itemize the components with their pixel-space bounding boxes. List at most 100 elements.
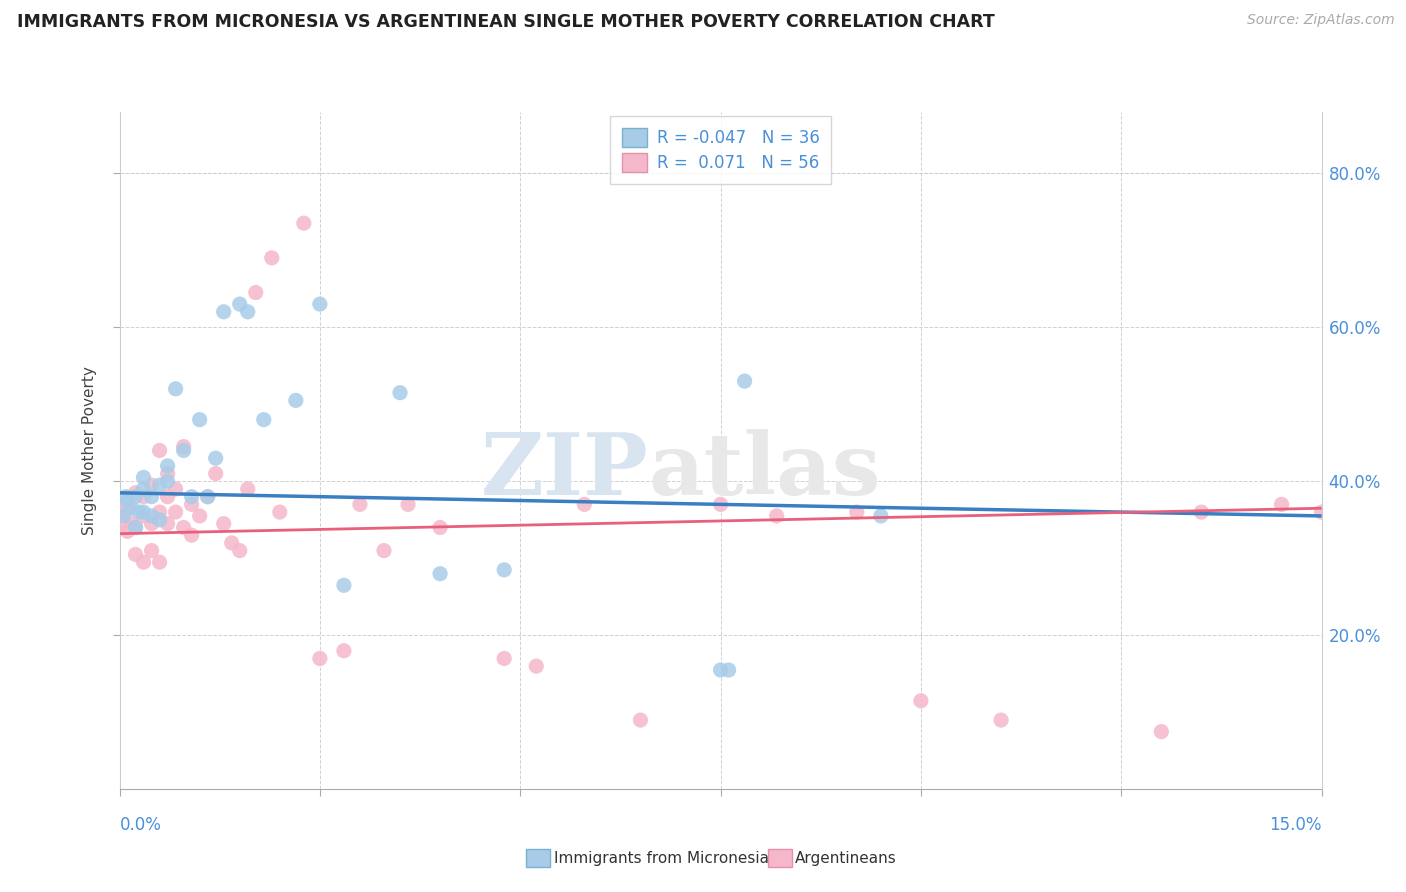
Point bbox=[112, 516, 135, 531]
Point bbox=[141, 490, 163, 504]
Point bbox=[156, 458, 179, 473]
Point bbox=[734, 374, 756, 388]
Point bbox=[173, 520, 195, 534]
Bar bbox=[768, 849, 792, 867]
Point bbox=[212, 516, 235, 531]
Point bbox=[524, 659, 547, 673]
Point bbox=[165, 382, 187, 396]
Point bbox=[429, 520, 451, 534]
Text: Source: ZipAtlas.com: Source: ZipAtlas.com bbox=[1247, 13, 1395, 28]
Point bbox=[180, 497, 202, 511]
Point bbox=[188, 412, 211, 426]
Text: 15.0%: 15.0% bbox=[1270, 816, 1322, 834]
Point bbox=[204, 467, 226, 481]
Point bbox=[269, 505, 291, 519]
Point bbox=[156, 467, 179, 481]
Point bbox=[197, 490, 219, 504]
Point bbox=[149, 555, 172, 569]
Point bbox=[156, 516, 179, 531]
Point bbox=[132, 508, 155, 523]
Point bbox=[124, 548, 146, 562]
Point bbox=[292, 216, 315, 230]
Point bbox=[165, 505, 187, 519]
Point bbox=[141, 478, 163, 492]
Point bbox=[149, 513, 172, 527]
Point bbox=[910, 694, 932, 708]
Point bbox=[149, 478, 172, 492]
Point bbox=[373, 543, 395, 558]
Point bbox=[132, 505, 155, 519]
Text: atlas: atlas bbox=[648, 429, 882, 513]
Point bbox=[188, 508, 211, 523]
Point bbox=[149, 505, 172, 519]
Y-axis label: Single Mother Poverty: Single Mother Poverty bbox=[82, 366, 97, 535]
Point bbox=[765, 508, 787, 523]
Point bbox=[245, 285, 267, 300]
Point bbox=[141, 508, 163, 523]
Point bbox=[228, 297, 252, 311]
Point bbox=[141, 543, 163, 558]
Point bbox=[124, 485, 146, 500]
Point bbox=[149, 443, 172, 458]
Point bbox=[845, 505, 868, 519]
Point bbox=[1191, 505, 1213, 519]
Point bbox=[132, 490, 155, 504]
Point bbox=[180, 490, 202, 504]
Point bbox=[990, 713, 1012, 727]
Point bbox=[236, 482, 259, 496]
Point bbox=[128, 505, 150, 519]
Point bbox=[349, 497, 371, 511]
Point bbox=[574, 497, 596, 511]
Point bbox=[204, 451, 226, 466]
Point bbox=[121, 501, 143, 516]
Point bbox=[869, 508, 893, 523]
Point bbox=[180, 528, 202, 542]
Point bbox=[124, 520, 146, 534]
Legend: R = -0.047   N = 36, R =  0.071   N = 56: R = -0.047 N = 36, R = 0.071 N = 56 bbox=[610, 117, 831, 184]
Point bbox=[333, 644, 356, 658]
Point bbox=[165, 482, 187, 496]
Point bbox=[156, 490, 179, 504]
Point bbox=[132, 470, 155, 484]
Point bbox=[132, 555, 155, 569]
Point bbox=[630, 713, 652, 727]
Point bbox=[173, 440, 195, 454]
Text: IMMIGRANTS FROM MICRONESIA VS ARGENTINEAN SINGLE MOTHER POVERTY CORRELATION CHAR: IMMIGRANTS FROM MICRONESIA VS ARGENTINEA… bbox=[17, 13, 994, 31]
Point bbox=[284, 393, 307, 408]
Point bbox=[112, 508, 135, 523]
Point bbox=[117, 501, 139, 516]
Point bbox=[333, 578, 356, 592]
Point bbox=[173, 443, 195, 458]
Point bbox=[494, 563, 516, 577]
Text: 0.0%: 0.0% bbox=[120, 816, 162, 834]
Point bbox=[221, 536, 243, 550]
Point bbox=[197, 490, 219, 504]
Point bbox=[212, 305, 235, 319]
Point bbox=[115, 490, 138, 504]
Point bbox=[388, 385, 412, 400]
Text: Argentineans: Argentineans bbox=[794, 851, 896, 865]
Point bbox=[236, 305, 259, 319]
Point bbox=[228, 543, 252, 558]
Point bbox=[260, 251, 283, 265]
Point bbox=[1271, 497, 1294, 511]
Point bbox=[717, 663, 740, 677]
Point bbox=[709, 497, 731, 511]
Text: Immigrants from Micronesia: Immigrants from Micronesia bbox=[554, 851, 769, 865]
Point bbox=[124, 520, 146, 534]
Point bbox=[396, 497, 419, 511]
Text: ZIP: ZIP bbox=[481, 429, 648, 513]
Point bbox=[111, 505, 134, 519]
Point bbox=[1150, 724, 1173, 739]
Point bbox=[117, 493, 139, 508]
Point bbox=[309, 297, 332, 311]
Point bbox=[121, 516, 143, 531]
Point bbox=[141, 516, 163, 531]
Point bbox=[124, 490, 146, 504]
Point bbox=[132, 482, 155, 496]
Point bbox=[709, 663, 731, 677]
Point bbox=[309, 651, 332, 665]
Point bbox=[494, 651, 516, 665]
Point bbox=[156, 475, 179, 489]
Bar bbox=[526, 849, 550, 867]
